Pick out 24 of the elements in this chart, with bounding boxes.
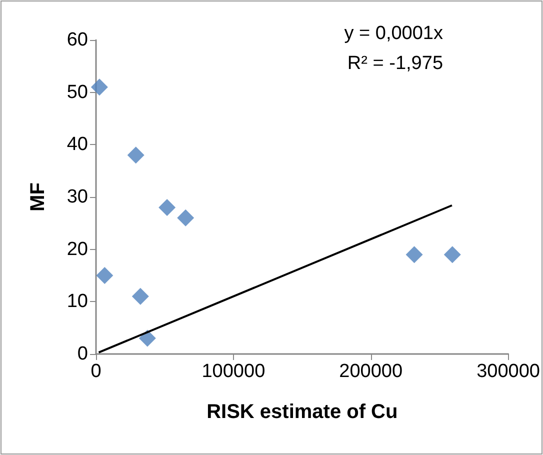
point: [177, 209, 194, 226]
point: [138, 330, 156, 347]
annotation: R² = -1,975: [347, 53, 443, 74]
annotation: y = 0,0001x: [344, 23, 444, 44]
point: [158, 198, 176, 216]
point: [127, 146, 144, 164]
y-tick-label: 60: [66, 30, 88, 50]
x-tick-label: 300000: [476, 361, 540, 382]
y-tick-label: 20: [66, 238, 88, 260]
point: [132, 288, 149, 305]
y-tick-label: 50: [66, 82, 88, 103]
point: [444, 246, 461, 264]
y-axis-title: MF: [27, 182, 49, 212]
point: [96, 267, 114, 284]
point: [90, 78, 108, 96]
point: [406, 246, 423, 264]
y-tick-label: 0: [77, 344, 88, 364]
y-tick-label: 30: [66, 186, 88, 208]
x-tick-label: 0: [90, 361, 102, 382]
y-tick-label: 40: [66, 134, 88, 156]
y-tick-label: 10: [66, 291, 88, 312]
x-tick-label: 100000: [202, 361, 266, 382]
x-tick-label: 200000: [339, 361, 403, 382]
x-axis-title: RISK estimate of Cu: [206, 401, 398, 423]
